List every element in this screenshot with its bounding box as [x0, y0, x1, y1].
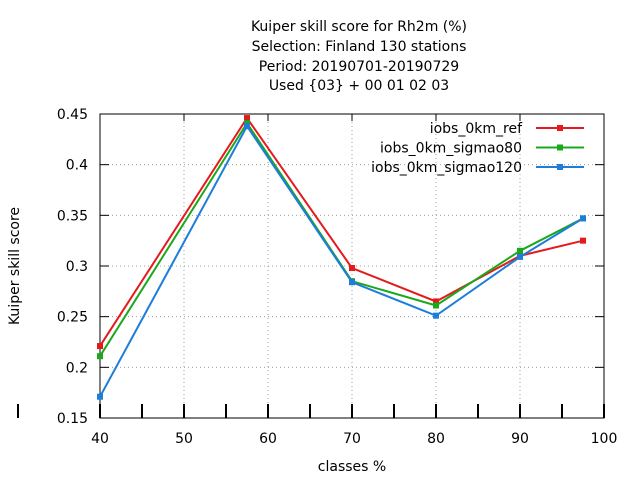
x-tick-label: 60: [259, 431, 277, 447]
data-point: [97, 393, 103, 400]
y-tick-label: 0.25: [57, 310, 88, 326]
data-point: [433, 312, 439, 319]
data-point: [580, 215, 586, 222]
data-point: [517, 253, 523, 260]
legend-swatch-marker: [557, 164, 563, 170]
legend-entry: iobs_0km_ref: [430, 121, 584, 137]
y-tick-label: 0.15: [57, 411, 88, 427]
series-layer: [97, 115, 586, 400]
legend-label: iobs_0km_sigmao80: [380, 141, 522, 157]
x-tick-label: 50: [175, 431, 193, 447]
data-point: [97, 343, 103, 350]
x-tick-label: 70: [343, 431, 361, 447]
x-tick-label: 100: [591, 431, 618, 447]
data-point: [433, 302, 439, 309]
y-axis: 0.15 0.2 0.25 0.3 0.35 0.4 0.45: [57, 107, 604, 427]
y-tick-label: 0.35: [57, 208, 88, 224]
title-line-3: Period: 20190701-20190729: [259, 59, 459, 75]
data-point: [349, 279, 355, 286]
y-tick-label: 0.45: [57, 107, 88, 123]
x-tick-label: 90: [511, 431, 529, 447]
x-tick-label: 80: [427, 431, 445, 447]
x-axis: 40 50 60 70 80 90 100: [91, 114, 617, 447]
title-line-1: Kuiper skill score for Rh2m (%): [251, 19, 467, 35]
series-iobs_0km_sigmao120: [97, 123, 586, 400]
series-line: [99, 124, 584, 398]
series-line: [99, 116, 584, 347]
data-point: [244, 123, 250, 130]
data-point: [433, 298, 439, 305]
legend-swatch-marker: [557, 125, 563, 131]
legend-label: iobs_0km_sigmao120: [371, 160, 522, 176]
x-axis-label: classes %: [318, 459, 386, 475]
legend-label: iobs_0km_ref: [430, 121, 523, 137]
title-line-2: Selection: Finland 130 stations: [252, 39, 467, 55]
series-line: [99, 121, 584, 357]
data-point: [244, 115, 250, 122]
legend-entry: iobs_0km_sigmao80: [380, 141, 584, 157]
data-point: [97, 353, 103, 360]
y-tick-label: 0.2: [66, 360, 88, 376]
legend-entry: iobs_0km_sigmao120: [371, 160, 584, 176]
y-tick-label: 0.3: [66, 259, 88, 275]
chart-title: Kuiper skill score for Rh2m (%) Selectio…: [251, 19, 467, 94]
legend: iobs_0km_ref iobs_0km_sigmao80 iobs_0km_si…: [371, 121, 584, 176]
title-line-4: Used {03} + 00 01 02 03: [269, 78, 449, 94]
x-tick-label: 40: [91, 431, 109, 447]
legend-swatch-marker: [557, 144, 563, 151]
data-point: [580, 237, 586, 244]
data-point: [349, 265, 355, 272]
data-point: [517, 247, 523, 254]
data-point: [244, 120, 250, 127]
y-tick-label: 0.4: [66, 158, 88, 174]
y-axis-label: Kuiper skill score: [7, 207, 23, 325]
